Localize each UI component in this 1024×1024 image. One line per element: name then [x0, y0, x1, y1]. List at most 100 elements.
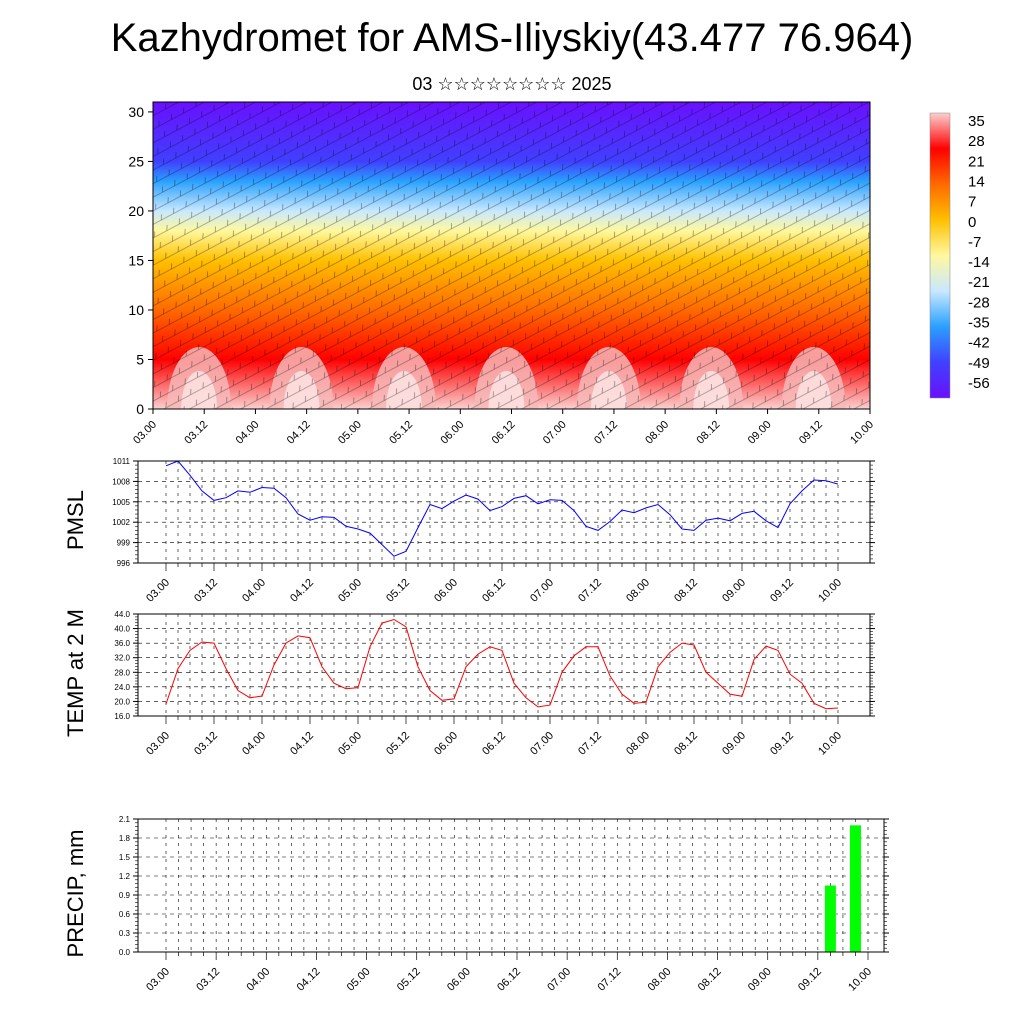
x-tick-label: 04.00	[240, 730, 268, 758]
colorbar-label: -56	[968, 375, 990, 392]
x-tick-label: 08.12	[696, 966, 724, 994]
x-tick-label: 08.12	[672, 577, 700, 605]
precip-bar	[849, 825, 861, 952]
x-tick-label: 05.12	[387, 419, 415, 447]
x-tick-label: 04.12	[295, 966, 323, 994]
x-tick-label: 09.00	[746, 419, 774, 447]
y-tick-label: 1.2	[119, 872, 131, 881]
x-tick-label: 08.00	[624, 730, 652, 758]
x-tick-label: 05.12	[395, 966, 423, 994]
y-tick-label: 1008	[112, 477, 130, 486]
y-tick-label: 10	[128, 302, 144, 318]
x-tick-label: 07.12	[595, 966, 623, 994]
x-tick-label: 05.12	[384, 730, 412, 758]
y-tick-label: 25	[128, 153, 144, 169]
y-tick-label: 36.0	[114, 639, 130, 648]
x-tick-label: 05.12	[384, 577, 412, 605]
x-tick-label: 04.12	[285, 419, 313, 447]
series-line	[165, 460, 839, 557]
y-tick-label: 24.0	[114, 683, 130, 692]
x-tick-label: 03.00	[144, 730, 172, 758]
x-tick-label: 08.12	[672, 730, 700, 758]
y-tick-label: 999	[117, 539, 131, 548]
pmsl-panel: 996 999 1002 1005 1008 1011 03.00 03.12 04.00 04.…	[63, 457, 875, 605]
y-tick-label: 1.5	[119, 853, 131, 862]
y-tick-label: 16.0	[114, 712, 130, 721]
x-tick-label: 06.12	[495, 966, 523, 994]
x-tick-label: 04.12	[288, 577, 316, 605]
panel-frame	[137, 818, 885, 953]
x-tick-label: 08.00	[646, 966, 674, 994]
series-line	[165, 618, 839, 710]
y-tick-label: 0.3	[119, 929, 131, 938]
x-tick-label: 07.00	[528, 730, 556, 758]
colorbar-label: -7	[968, 234, 981, 251]
x-tick-label: 07.12	[592, 419, 620, 447]
colorbar-label: -21	[968, 274, 990, 291]
x-tick-label: 10.00	[848, 419, 876, 447]
y-tick-label: 20	[128, 203, 144, 219]
x-tick-label: 05.00	[345, 966, 373, 994]
x-tick-label: 10.00	[816, 730, 844, 758]
colorbar-label: 0	[968, 214, 976, 231]
temp-panel: 16.0 20.0 24.0 28.0 32.0 36.0 40.0 44.0 03.00 03.…	[63, 609, 875, 758]
y-tick-label: 0.0	[119, 948, 131, 957]
y-tick-label: 40.0	[114, 625, 130, 634]
x-tick-label: 05.00	[336, 419, 364, 447]
colorbar-label: -49	[968, 355, 990, 372]
colorbar-label: 21	[968, 153, 985, 170]
y-tick-label: 0	[136, 401, 144, 417]
x-tick-label: 04.12	[288, 730, 316, 758]
x-tick-label: 03.00	[131, 419, 159, 447]
colorbar-scale	[929, 112, 951, 399]
y-tick-label: 28.0	[114, 668, 130, 677]
x-tick-label: 04.00	[240, 577, 268, 605]
y-tick-label: 20.0	[114, 697, 130, 706]
x-tick-label: 07.00	[541, 419, 569, 447]
precip-panel: 0.0 0.3 0.6 0.9 1.2 1.5 1.8 2.1 03.00 03.12 04.00 0…	[63, 815, 889, 994]
colorbar: 35 28 21 14 7 0 -7 -14 -21 -28 -35 -42 -49 -56	[929, 112, 990, 399]
x-tick-label: 03.00	[144, 577, 172, 605]
y-axis-title: TEMP at 2 M	[63, 609, 88, 737]
x-tick-label: 06.00	[438, 419, 466, 447]
precip-bar	[824, 885, 836, 952]
x-tick-label: 06.00	[432, 730, 460, 758]
x-tick-label: 10.00	[846, 966, 874, 994]
colorbar-label: -14	[968, 254, 990, 271]
x-tick-label: 03.12	[182, 419, 210, 447]
y-tick-label: 0.9	[119, 891, 131, 900]
y-axis-title: PRECIP, mm	[63, 830, 88, 958]
x-tick-label: 08.00	[643, 419, 671, 447]
y-tick-label: 1011	[113, 457, 131, 466]
x-tick-label: 05.00	[336, 577, 364, 605]
colorbar-label: 28	[968, 133, 985, 150]
y-tick-label: 15	[128, 252, 144, 268]
colorbar-label: -28	[968, 294, 990, 311]
x-tick-label: 09.00	[720, 577, 748, 605]
x-tick-label: 08.12	[695, 419, 723, 447]
x-tick-label: 09.12	[768, 577, 796, 605]
x-tick-label: 09.00	[746, 966, 774, 994]
x-tick-label: 03.00	[144, 966, 172, 994]
x-tick-label: 04.00	[244, 966, 272, 994]
x-tick-label: 07.12	[576, 577, 604, 605]
y-tick-label: 0.6	[119, 910, 131, 919]
x-tick-label: 06.00	[445, 966, 473, 994]
y-tick-label: 2.1	[119, 815, 131, 824]
x-tick-label: 09.12	[768, 730, 796, 758]
colorbar-label: 14	[968, 173, 985, 190]
panel-frame	[137, 460, 871, 564]
y-tick-label: 996	[117, 559, 131, 568]
y-tick-label: 1.8	[119, 834, 131, 843]
colorbar-label: -35	[968, 315, 990, 332]
x-tick-label: 05.00	[336, 730, 364, 758]
x-tick-label: 07.00	[545, 966, 573, 994]
x-tick-label: 06.12	[490, 419, 518, 447]
x-tick-label: 10.00	[816, 577, 844, 605]
y-tick-label: 32.0	[114, 654, 130, 663]
colorbar-label: 35	[968, 113, 985, 130]
y-axis-title: PMSL	[63, 490, 88, 550]
y-tick-label: 5	[136, 351, 144, 367]
x-tick-label: 03.12	[194, 966, 222, 994]
